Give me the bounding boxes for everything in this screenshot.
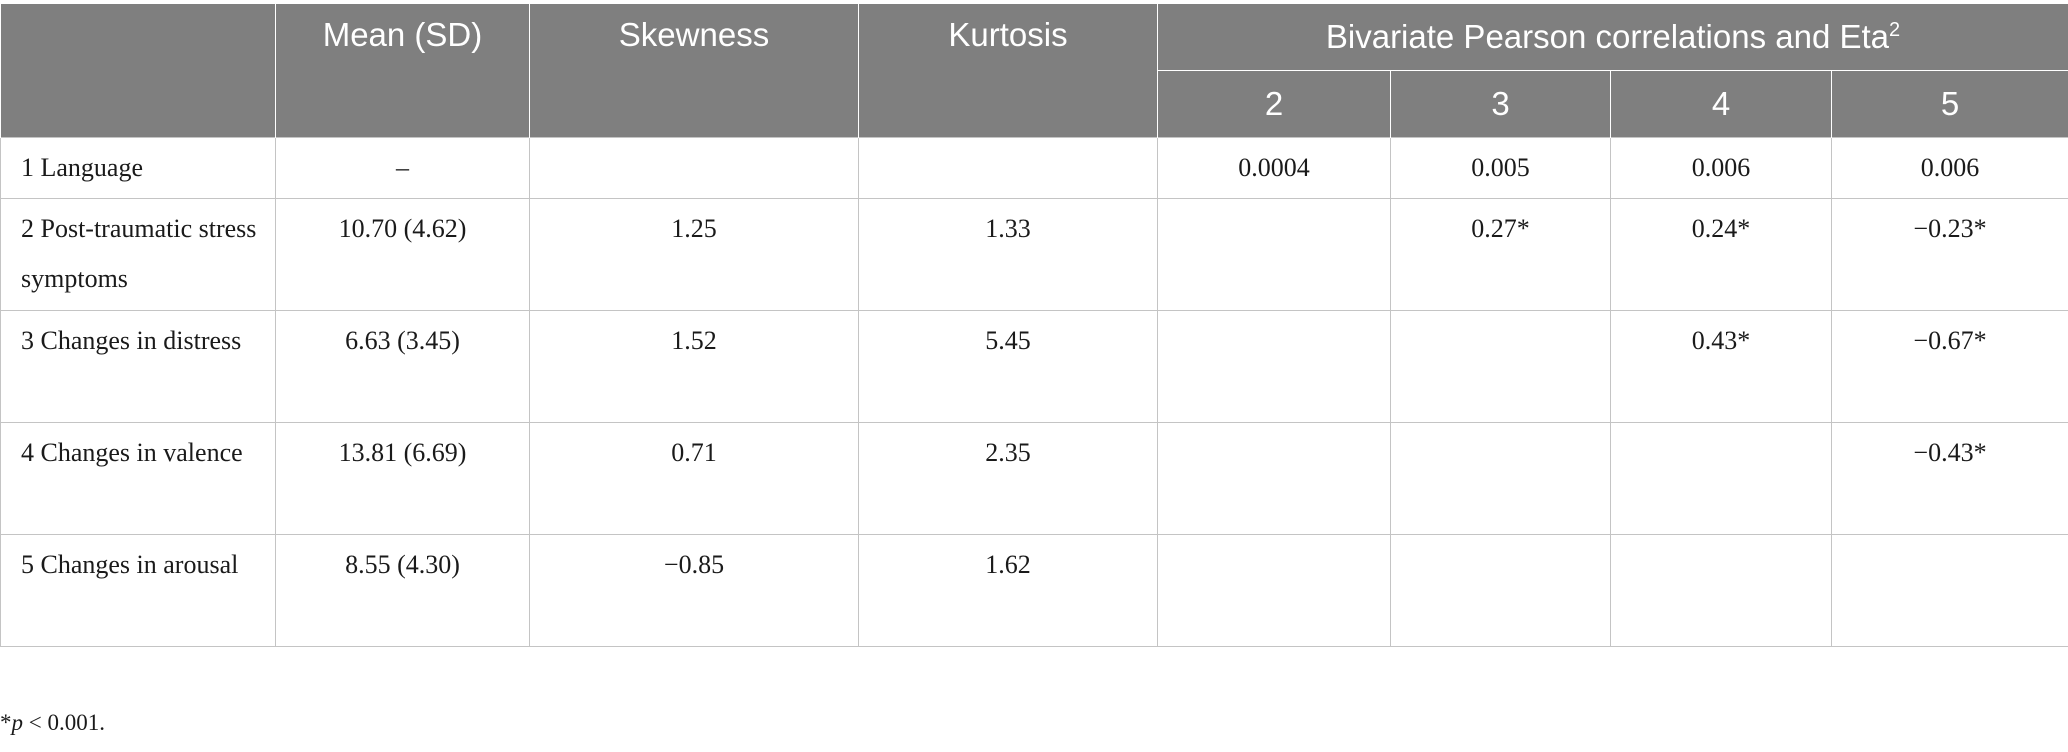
table-row-language: 1 Language – 0.0004 0.005 0.006 0.006 xyxy=(0,137,2068,199)
header-mean-sd: Mean (SD) xyxy=(275,4,530,138)
cell-mean-sd: 8.55 (4.30) xyxy=(275,534,530,647)
row-label: 4 Changes in valence xyxy=(0,422,276,535)
header-empty xyxy=(0,4,276,138)
cell-mean-sd: 10.70 (4.62) xyxy=(275,198,530,311)
header-corr-col-3: 3 xyxy=(1390,70,1611,138)
cell-corr-5: 0.006 xyxy=(1830,137,2068,199)
cell-corr-4 xyxy=(1610,422,1832,535)
cell-corr-2 xyxy=(1157,422,1391,535)
row-label: 1 Language xyxy=(0,137,276,199)
footnote-threshold: < 0.001. xyxy=(23,710,105,735)
cell-skewness: 0.71 xyxy=(529,422,859,535)
cell-corr-2 xyxy=(1157,198,1391,311)
header-corr-col-5: 5 xyxy=(1830,70,2068,138)
table-row-changes-in-arousal: 5 Changes in arousal 8.55 (4.30) −0.85 1… xyxy=(0,534,2068,647)
cell-mean-sd: – xyxy=(275,137,530,199)
table-footnote: *p < 0.001. xyxy=(0,710,105,736)
cell-corr-3 xyxy=(1390,534,1611,647)
cell-corr-2 xyxy=(1157,310,1391,423)
cell-corr-2 xyxy=(1157,534,1391,647)
header-corr-col-4: 4 xyxy=(1610,70,1832,138)
header-skewness: Skewness xyxy=(529,4,859,138)
row-label: 3 Changes in distress xyxy=(0,310,276,423)
cell-kurtosis: 1.33 xyxy=(858,198,1158,311)
header-eta-superscript: 2 xyxy=(1889,19,1901,41)
header-correlations-group: Bivariate Pearson correlations and Eta2 xyxy=(1156,4,2068,71)
table-header: Mean (SD) Skewness Kurtosis Bivariate Pe… xyxy=(0,4,2068,138)
cell-corr-2: 0.0004 xyxy=(1157,137,1391,199)
cell-corr-5: −0.43* xyxy=(1830,422,2068,535)
cell-skewness: 1.25 xyxy=(529,198,859,311)
cell-mean-sd: 6.63 (3.45) xyxy=(275,310,530,423)
table-row-post-traumatic-stress: 2 Post-traumatic stress symptoms 10.70 (… xyxy=(0,198,2068,311)
cell-corr-3: 0.27* xyxy=(1390,198,1611,311)
cell-kurtosis: 5.45 xyxy=(858,310,1158,423)
cell-kurtosis: 2.35 xyxy=(858,422,1158,535)
cell-corr-3: 0.005 xyxy=(1390,137,1611,199)
header-correlations-label: Bivariate Pearson correlations and Eta xyxy=(1325,18,1890,55)
cell-corr-4 xyxy=(1610,534,1832,647)
table-row-changes-in-valence: 4 Changes in valence 13.81 (6.69) 0.71 2… xyxy=(0,422,2068,535)
cell-skewness: 1.52 xyxy=(529,310,859,423)
cell-corr-5: −0.23* xyxy=(1830,198,2068,311)
cell-kurtosis: 1.62 xyxy=(858,534,1158,647)
descriptive-statistics-table: Mean (SD) Skewness Kurtosis Bivariate Pe… xyxy=(0,4,2068,647)
cell-corr-5: −0.67* xyxy=(1830,310,2068,423)
cell-skewness xyxy=(529,137,859,199)
table-row-changes-in-distress: 3 Changes in distress 6.63 (3.45) 1.52 5… xyxy=(0,310,2068,423)
cell-corr-4: 0.006 xyxy=(1610,137,1832,199)
footnote-p: p xyxy=(11,710,24,735)
cell-kurtosis xyxy=(858,137,1158,199)
header-kurtosis: Kurtosis xyxy=(858,4,1158,138)
footnote-star: * xyxy=(0,710,12,735)
cell-corr-4: 0.24* xyxy=(1610,198,1832,311)
cell-mean-sd: 13.81 (6.69) xyxy=(275,422,530,535)
row-label: 5 Changes in arousal xyxy=(0,534,276,647)
table-body: 1 Language – 0.0004 0.005 0.006 0.006 2 … xyxy=(0,137,2068,647)
cell-corr-3 xyxy=(1390,310,1611,423)
row-label: 2 Post-traumatic stress symptoms xyxy=(0,198,276,311)
header-corr-col-2: 2 xyxy=(1157,70,1391,138)
cell-skewness: −0.85 xyxy=(529,534,859,647)
cell-corr-3 xyxy=(1390,422,1611,535)
cell-corr-4: 0.43* xyxy=(1610,310,1832,423)
cell-corr-5 xyxy=(1830,534,2068,647)
